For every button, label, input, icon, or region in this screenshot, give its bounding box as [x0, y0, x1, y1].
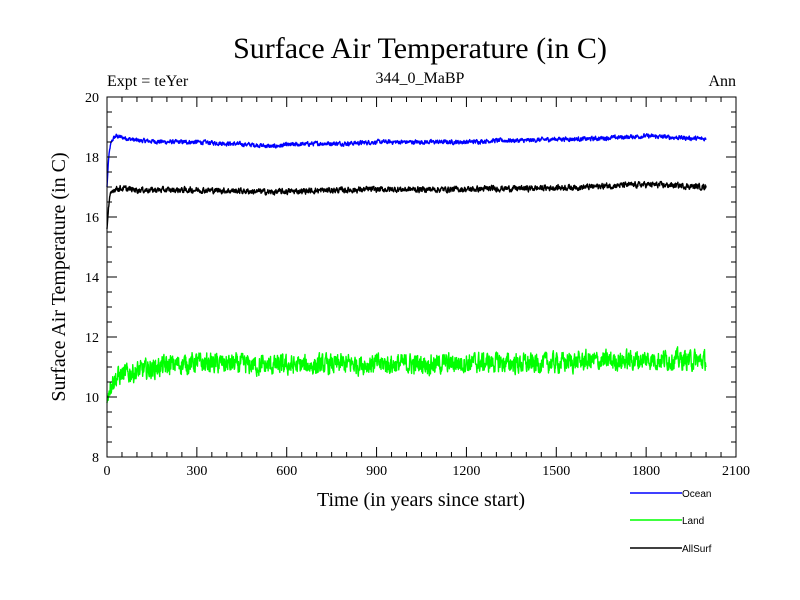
x-tick-label: 1500 — [542, 464, 570, 479]
y-tick-label: 18 — [85, 151, 99, 166]
chart-title: Surface Air Temperature (in C) — [233, 32, 607, 65]
y-tick-label: 8 — [92, 451, 99, 466]
x-axis-label: Time (in years since start) — [317, 489, 525, 511]
legend: Ocean Land AllSurf — [630, 489, 712, 555]
x-tick-label: 0 — [104, 464, 111, 479]
y-tick-label: 14 — [85, 271, 99, 286]
x-tick-label: 600 — [276, 464, 297, 479]
y-axis-label: Surface Air Temperature (in C) — [48, 152, 70, 401]
season-label: Ann — [708, 73, 736, 90]
x-tick-label: 1200 — [452, 464, 480, 479]
y-tick-label: 16 — [85, 211, 99, 226]
legend-label-ocean: Ocean — [682, 489, 711, 500]
series-line-allsurf — [106, 180, 707, 230]
series-line-ocean — [106, 133, 707, 188]
y-tick-label: 10 — [85, 391, 99, 406]
y-tick-label: 12 — [85, 331, 99, 346]
y-tick-label: 20 — [85, 91, 99, 106]
legend-label-allsurf: AllSurf — [682, 544, 712, 555]
legend-label-land: Land — [682, 516, 704, 527]
x-tick-label: 1800 — [632, 464, 660, 479]
experiment-label: Expt = teYer — [107, 73, 189, 90]
x-tick-label: 900 — [366, 464, 387, 479]
series-layer — [106, 133, 707, 404]
x-tick-label: 2100 — [722, 464, 750, 479]
series-line-land — [106, 346, 707, 404]
x-tick-label: 300 — [186, 464, 207, 479]
ticks-layer: 0 300 600 900 1200 1500 1800 2100 8 10 12 14 16 18 20 — [85, 91, 750, 479]
chart-subtitle: 344_0_MaBP — [376, 70, 465, 87]
